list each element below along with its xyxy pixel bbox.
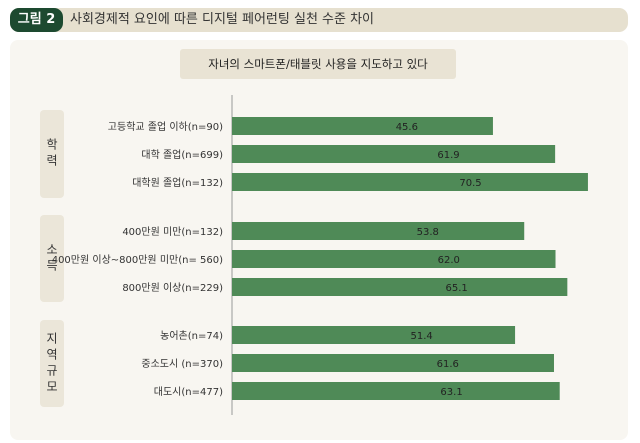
data-label: 65.1 (446, 283, 468, 294)
category-label: 고등학교 졸업 이하(n=90) (108, 120, 223, 133)
bar (232, 326, 516, 344)
data-label: 61.9 (437, 150, 459, 161)
group-label-region: 지역규모 (40, 320, 64, 407)
bar (232, 117, 493, 135)
title-bar (10, 8, 628, 32)
figure-label: 그림 2 (10, 8, 63, 32)
data-label: 70.5 (459, 178, 481, 189)
category-label: 400만원 미만(n=132) (122, 226, 223, 238)
data-label: 51.4 (411, 331, 433, 342)
category-label: 400만원 이상~800만원 미만(n= 560) (52, 254, 223, 266)
data-label: 62.0 (438, 255, 460, 266)
category-label: 대도시(n=477) (154, 386, 223, 398)
data-label: 63.1 (440, 387, 462, 398)
bar (232, 278, 568, 296)
category-label: 대학 졸업(n=699) (141, 148, 223, 161)
category-label: 농어촌(n=74) (160, 330, 223, 342)
data-label: 53.8 (417, 227, 439, 238)
data-label: 45.6 (396, 122, 418, 133)
category-label: 800만원 이상(n=229) (122, 282, 223, 294)
category-label: 중소도시 (n=370) (141, 358, 223, 370)
data-label: 61.6 (437, 359, 459, 370)
bar (232, 173, 588, 191)
bar (232, 145, 556, 163)
bar (232, 250, 556, 268)
chart-title: 자녀의 스마트폰/태블릿 사용을 지도하고 있다 (180, 49, 456, 79)
category-label: 대학원 졸업(n=132) (132, 176, 223, 189)
bar (232, 382, 560, 400)
group-label-education: 학력 (40, 110, 64, 198)
bar (232, 222, 525, 240)
bar (232, 354, 554, 372)
group-label-income: 소득 (40, 215, 64, 302)
figure-title: 사회경제적 요인에 따른 디지털 페어런팅 실천 수준 차이 (70, 12, 375, 27)
